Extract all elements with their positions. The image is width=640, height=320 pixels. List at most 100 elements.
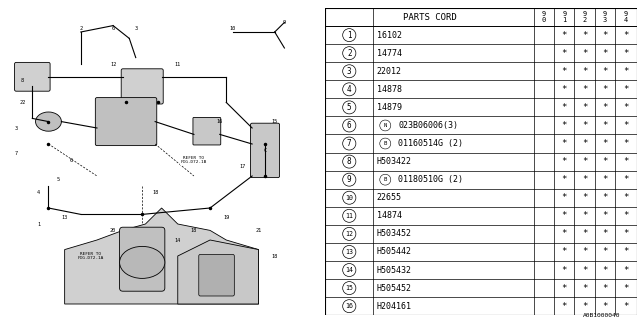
Text: *: * bbox=[623, 211, 628, 220]
Text: *: * bbox=[623, 85, 628, 94]
Text: 14878: 14878 bbox=[376, 85, 401, 94]
Text: *: * bbox=[582, 139, 588, 148]
Text: 1: 1 bbox=[347, 31, 351, 40]
Text: 16102: 16102 bbox=[376, 31, 401, 40]
Text: C: C bbox=[264, 148, 267, 153]
Text: 3: 3 bbox=[347, 67, 351, 76]
Text: 15: 15 bbox=[271, 119, 278, 124]
Text: 9
4: 9 4 bbox=[624, 11, 628, 23]
Text: 16: 16 bbox=[217, 119, 223, 124]
Text: 12: 12 bbox=[110, 61, 116, 67]
Text: H505432: H505432 bbox=[376, 266, 412, 275]
Text: *: * bbox=[562, 175, 567, 184]
Text: B: B bbox=[383, 141, 387, 146]
Text: 18: 18 bbox=[152, 189, 158, 195]
Text: *: * bbox=[623, 139, 628, 148]
FancyBboxPatch shape bbox=[193, 117, 221, 145]
Text: *: * bbox=[602, 31, 607, 40]
Text: 01160514G (2): 01160514G (2) bbox=[398, 139, 463, 148]
Text: 11: 11 bbox=[345, 213, 353, 219]
Text: *: * bbox=[582, 103, 588, 112]
Text: H204161: H204161 bbox=[376, 302, 412, 311]
Text: H503422: H503422 bbox=[376, 157, 412, 166]
Text: 12: 12 bbox=[345, 231, 353, 237]
Text: 22: 22 bbox=[19, 100, 26, 105]
Text: 8: 8 bbox=[21, 77, 24, 83]
Text: *: * bbox=[602, 49, 607, 58]
Text: REFER TO
FIG.D72-1A: REFER TO FIG.D72-1A bbox=[77, 252, 104, 260]
Text: 7: 7 bbox=[347, 139, 351, 148]
Text: 14874: 14874 bbox=[376, 211, 401, 220]
Text: *: * bbox=[582, 67, 588, 76]
Text: *: * bbox=[582, 266, 588, 275]
Text: 9
3: 9 3 bbox=[603, 11, 607, 23]
Text: *: * bbox=[602, 266, 607, 275]
Text: *: * bbox=[582, 193, 588, 202]
Text: 19: 19 bbox=[223, 215, 229, 220]
Text: *: * bbox=[562, 49, 567, 58]
Text: *: * bbox=[562, 85, 567, 94]
Text: *: * bbox=[602, 193, 607, 202]
Text: *: * bbox=[623, 266, 628, 275]
Text: *: * bbox=[562, 302, 567, 311]
Text: *: * bbox=[602, 85, 607, 94]
Text: H505442: H505442 bbox=[376, 247, 412, 256]
Text: *: * bbox=[602, 103, 607, 112]
FancyBboxPatch shape bbox=[95, 98, 157, 146]
Text: H505452: H505452 bbox=[376, 284, 412, 292]
Text: *: * bbox=[562, 193, 567, 202]
Text: *: * bbox=[623, 103, 628, 112]
Text: A0B1000040: A0B1000040 bbox=[583, 313, 621, 318]
Text: 8: 8 bbox=[347, 157, 351, 166]
Text: REFER TO
FIG.D72-1B: REFER TO FIG.D72-1B bbox=[180, 156, 207, 164]
Text: 9
1: 9 1 bbox=[562, 11, 566, 23]
Text: *: * bbox=[582, 175, 588, 184]
Text: *: * bbox=[602, 67, 607, 76]
Text: *: * bbox=[602, 175, 607, 184]
Text: 18: 18 bbox=[271, 253, 278, 259]
Text: *: * bbox=[602, 247, 607, 256]
Text: *: * bbox=[562, 103, 567, 112]
Text: *: * bbox=[623, 193, 628, 202]
Text: *: * bbox=[582, 85, 588, 94]
Text: 21: 21 bbox=[255, 228, 262, 233]
Text: *: * bbox=[582, 284, 588, 292]
Polygon shape bbox=[65, 208, 259, 304]
Text: *: * bbox=[562, 211, 567, 220]
Text: *: * bbox=[623, 49, 628, 58]
Text: *: * bbox=[582, 302, 588, 311]
Text: *: * bbox=[623, 302, 628, 311]
Text: 9
2: 9 2 bbox=[582, 11, 587, 23]
Text: *: * bbox=[562, 31, 567, 40]
Text: 4: 4 bbox=[37, 189, 40, 195]
Text: B: B bbox=[383, 177, 387, 182]
Text: 6: 6 bbox=[70, 157, 73, 163]
Text: *: * bbox=[562, 157, 567, 166]
Text: 22012: 22012 bbox=[376, 67, 401, 76]
Text: *: * bbox=[602, 302, 607, 311]
Text: 11: 11 bbox=[175, 61, 181, 67]
Text: 5: 5 bbox=[347, 103, 351, 112]
Text: *: * bbox=[582, 229, 588, 238]
Text: 10: 10 bbox=[345, 195, 353, 201]
FancyBboxPatch shape bbox=[15, 62, 50, 91]
Text: *: * bbox=[623, 121, 628, 130]
Text: 17: 17 bbox=[239, 164, 246, 169]
Text: 13: 13 bbox=[345, 249, 353, 255]
Text: 9: 9 bbox=[283, 20, 286, 25]
Text: *: * bbox=[582, 49, 588, 58]
FancyBboxPatch shape bbox=[199, 254, 234, 296]
Text: 18: 18 bbox=[191, 228, 197, 233]
Text: *: * bbox=[562, 139, 567, 148]
Text: 10: 10 bbox=[230, 26, 236, 31]
Text: H503452: H503452 bbox=[376, 229, 412, 238]
Text: 14: 14 bbox=[175, 237, 181, 243]
Text: 14: 14 bbox=[345, 267, 353, 273]
Text: 15: 15 bbox=[345, 285, 353, 291]
Text: *: * bbox=[623, 175, 628, 184]
Text: 9: 9 bbox=[347, 175, 351, 184]
Text: 01180510G (2): 01180510G (2) bbox=[398, 175, 463, 184]
Text: 6: 6 bbox=[111, 26, 115, 31]
Text: 023B06006(3): 023B06006(3) bbox=[398, 121, 458, 130]
Text: 14879: 14879 bbox=[376, 103, 401, 112]
